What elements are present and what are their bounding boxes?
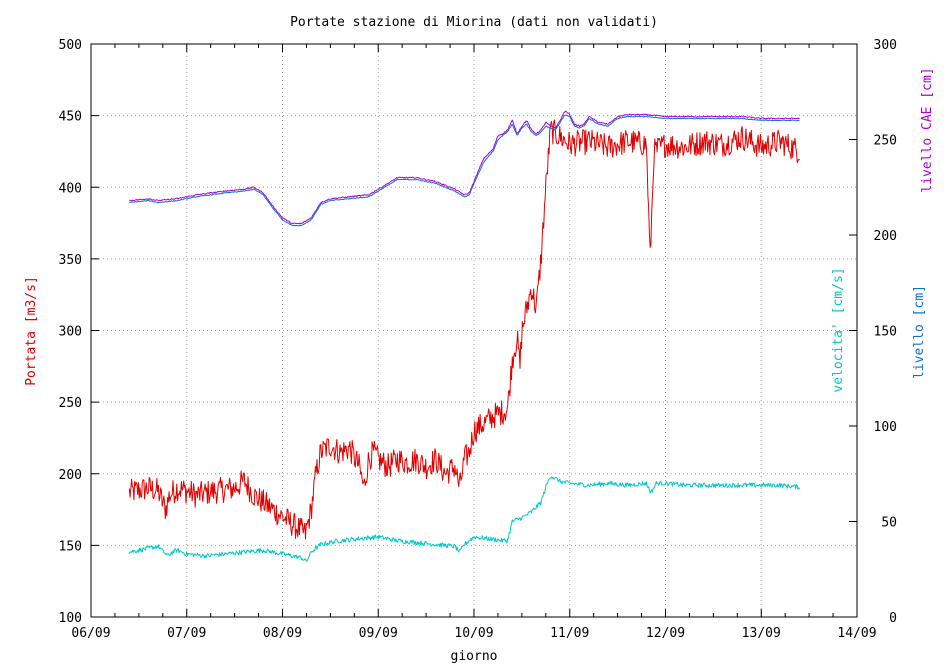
right-y-tick-label: 300 xyxy=(874,38,897,53)
axis-ticks: 06/09 07/09 08/09 09/09 10/09 11/09 12/09 13/09… xyxy=(59,38,897,641)
x-tick-label: 12/09 xyxy=(646,626,685,641)
right-y-tick-label: 0 xyxy=(889,611,897,626)
x-tick-label: 10/09 xyxy=(454,626,493,641)
right-y-tick-label: 150 xyxy=(874,325,897,340)
left-y-tick-label: 450 xyxy=(59,110,82,125)
left-y-tick-label: 150 xyxy=(59,539,82,554)
left-y-tick-label: 350 xyxy=(59,253,82,268)
series-line-0 xyxy=(128,119,800,540)
left-y-tick-label: 250 xyxy=(59,396,82,411)
right-y-tick-label: 50 xyxy=(881,516,897,531)
x-tick-label: 06/09 xyxy=(71,626,110,641)
left-axis-label: Portata [m3/s] xyxy=(24,276,39,386)
right-y-tick-label: 250 xyxy=(874,134,897,149)
x-tick-label: 13/09 xyxy=(742,626,781,641)
series-lines xyxy=(128,110,801,562)
right-y-tick-label: 200 xyxy=(874,229,897,244)
right-axis-label-livello-cae: livello CAE [cm] xyxy=(920,67,935,192)
left-y-tick-label: 400 xyxy=(59,181,82,196)
x-tick-label: 11/09 xyxy=(550,626,589,641)
left-y-tick-label: 300 xyxy=(59,325,82,340)
x-tick-label: 09/09 xyxy=(359,626,398,641)
x-tick-label: 14/09 xyxy=(837,626,876,641)
right-y-tick-label: 100 xyxy=(874,420,897,435)
x-axis-label: giorno xyxy=(451,649,498,664)
series-line-2 xyxy=(129,110,800,225)
series-line-3 xyxy=(129,114,800,227)
x-tick-label: 07/09 xyxy=(167,626,206,641)
x-tick-label: 08/09 xyxy=(263,626,302,641)
series-line-1 xyxy=(128,476,801,562)
right-axis-label-velocita: velocita' [cm/s] xyxy=(831,267,846,392)
chart-title: Portate stazione di Miorina (dati non va… xyxy=(290,15,658,30)
right-axis-label-livello: livello [cm] xyxy=(912,285,927,379)
left-y-tick-label: 100 xyxy=(59,611,82,626)
left-y-tick-label: 500 xyxy=(59,38,82,53)
left-y-tick-label: 200 xyxy=(59,468,82,483)
